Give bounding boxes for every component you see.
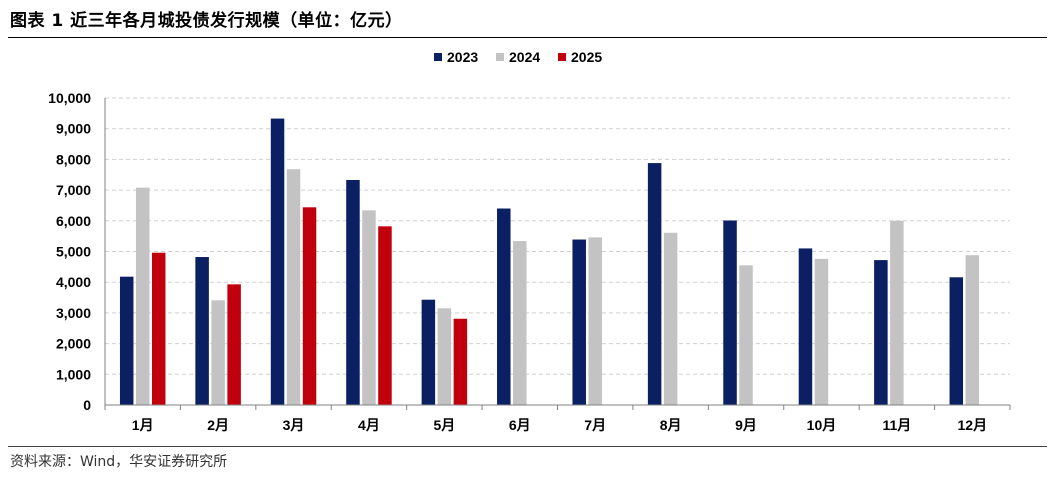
bar-2025-3 bbox=[302, 207, 317, 405]
y-axis: 0 1,000 2,000 3,000 4,000 5,000 6,000 7,000 8,00… bbox=[48, 90, 106, 413]
x-tick-label: 2月 bbox=[207, 417, 229, 433]
y-tick-label: 1,000 bbox=[56, 366, 91, 382]
bar-2023-7 bbox=[572, 239, 586, 405]
bar-2025-1 bbox=[151, 252, 166, 405]
legend-label-2023: 2023 bbox=[447, 49, 478, 65]
bar-2023-4 bbox=[346, 179, 360, 405]
bar-2024-11 bbox=[890, 220, 904, 405]
bar-2025-5 bbox=[453, 318, 468, 405]
x-tick-label: 12月 bbox=[958, 417, 988, 433]
y-tick-label: 10,000 bbox=[48, 90, 91, 106]
x-tick-label: 1月 bbox=[132, 417, 154, 433]
figure-title: 图表 1 近三年各月城投债发行规模（单位：亿元） bbox=[10, 11, 403, 31]
bar-2023-3 bbox=[270, 118, 285, 405]
y-tick-label: 0 bbox=[83, 397, 91, 413]
bar-2024-12 bbox=[965, 255, 980, 405]
y-tick-label: 7,000 bbox=[56, 182, 91, 198]
x-tick-label: 5月 bbox=[433, 417, 455, 433]
bar-2023-5 bbox=[421, 299, 436, 405]
legend-swatch-2024 bbox=[496, 53, 504, 61]
legend-swatch-2025 bbox=[558, 53, 566, 61]
source-rule bbox=[8, 446, 1047, 447]
y-tick-label: 4,000 bbox=[56, 274, 91, 290]
x-tick-label: 9月 bbox=[735, 417, 757, 433]
x-tick-label: 3月 bbox=[283, 417, 305, 433]
bar-2024-1 bbox=[135, 187, 150, 405]
bar-2023-12 bbox=[949, 277, 964, 405]
bars bbox=[119, 118, 980, 405]
y-tick-label: 5,000 bbox=[56, 244, 91, 260]
x-tick-label: 11月 bbox=[882, 417, 911, 433]
bar-chart: 2023 2024 2025 0 1,000 2,000 3,000 4,000 5,000 6… bbox=[48, 49, 1011, 433]
x-tick-label: 8月 bbox=[660, 417, 682, 433]
y-tick-label: 8,000 bbox=[56, 151, 91, 167]
y-tick-label: 2,000 bbox=[56, 336, 91, 352]
title-rule bbox=[8, 37, 1047, 38]
bar-2023-11 bbox=[874, 260, 888, 405]
x-tick-label: 4月 bbox=[358, 417, 380, 433]
x-tick-label: 10月 bbox=[807, 417, 837, 433]
bar-2023-10 bbox=[798, 248, 813, 405]
bar-2024-2 bbox=[211, 300, 225, 405]
bar-2024-7 bbox=[588, 237, 602, 405]
x-tick-label: 6月 bbox=[509, 417, 531, 433]
bar-2024-10 bbox=[814, 258, 829, 405]
bar-2023-1 bbox=[119, 276, 134, 405]
bar-2025-2 bbox=[227, 284, 241, 405]
bar-2024-8 bbox=[663, 232, 678, 405]
legend-label-2024: 2024 bbox=[509, 49, 540, 65]
y-tick-label: 6,000 bbox=[56, 213, 91, 229]
y-tick-label: 3,000 bbox=[56, 305, 91, 321]
bar-2023-2 bbox=[195, 257, 209, 405]
bar-2024-6 bbox=[513, 241, 527, 405]
legend-swatch-2023 bbox=[434, 53, 442, 61]
x-tick-label: 7月 bbox=[584, 417, 606, 433]
bar-2024-9 bbox=[739, 265, 753, 405]
x-axis: 1月 2月 3月 4月 5月 6月 7月 8月 9月 10月 11月 12月 bbox=[104, 404, 1011, 433]
source-note: 资料来源：Wind，华安证券研究所 bbox=[10, 454, 228, 470]
bar-2024-3 bbox=[286, 169, 301, 405]
bar-2025-4 bbox=[378, 226, 392, 405]
bar-2024-5 bbox=[437, 308, 452, 405]
bar-2024-4 bbox=[362, 210, 376, 405]
legend: 2023 2024 2025 bbox=[434, 49, 602, 65]
gridlines bbox=[105, 97, 1010, 375]
bar-2023-6 bbox=[497, 208, 511, 405]
bar-2023-8 bbox=[647, 163, 662, 405]
bar-2023-9 bbox=[723, 220, 737, 405]
legend-label-2025: 2025 bbox=[571, 49, 602, 65]
y-tick-label: 9,000 bbox=[56, 121, 91, 137]
